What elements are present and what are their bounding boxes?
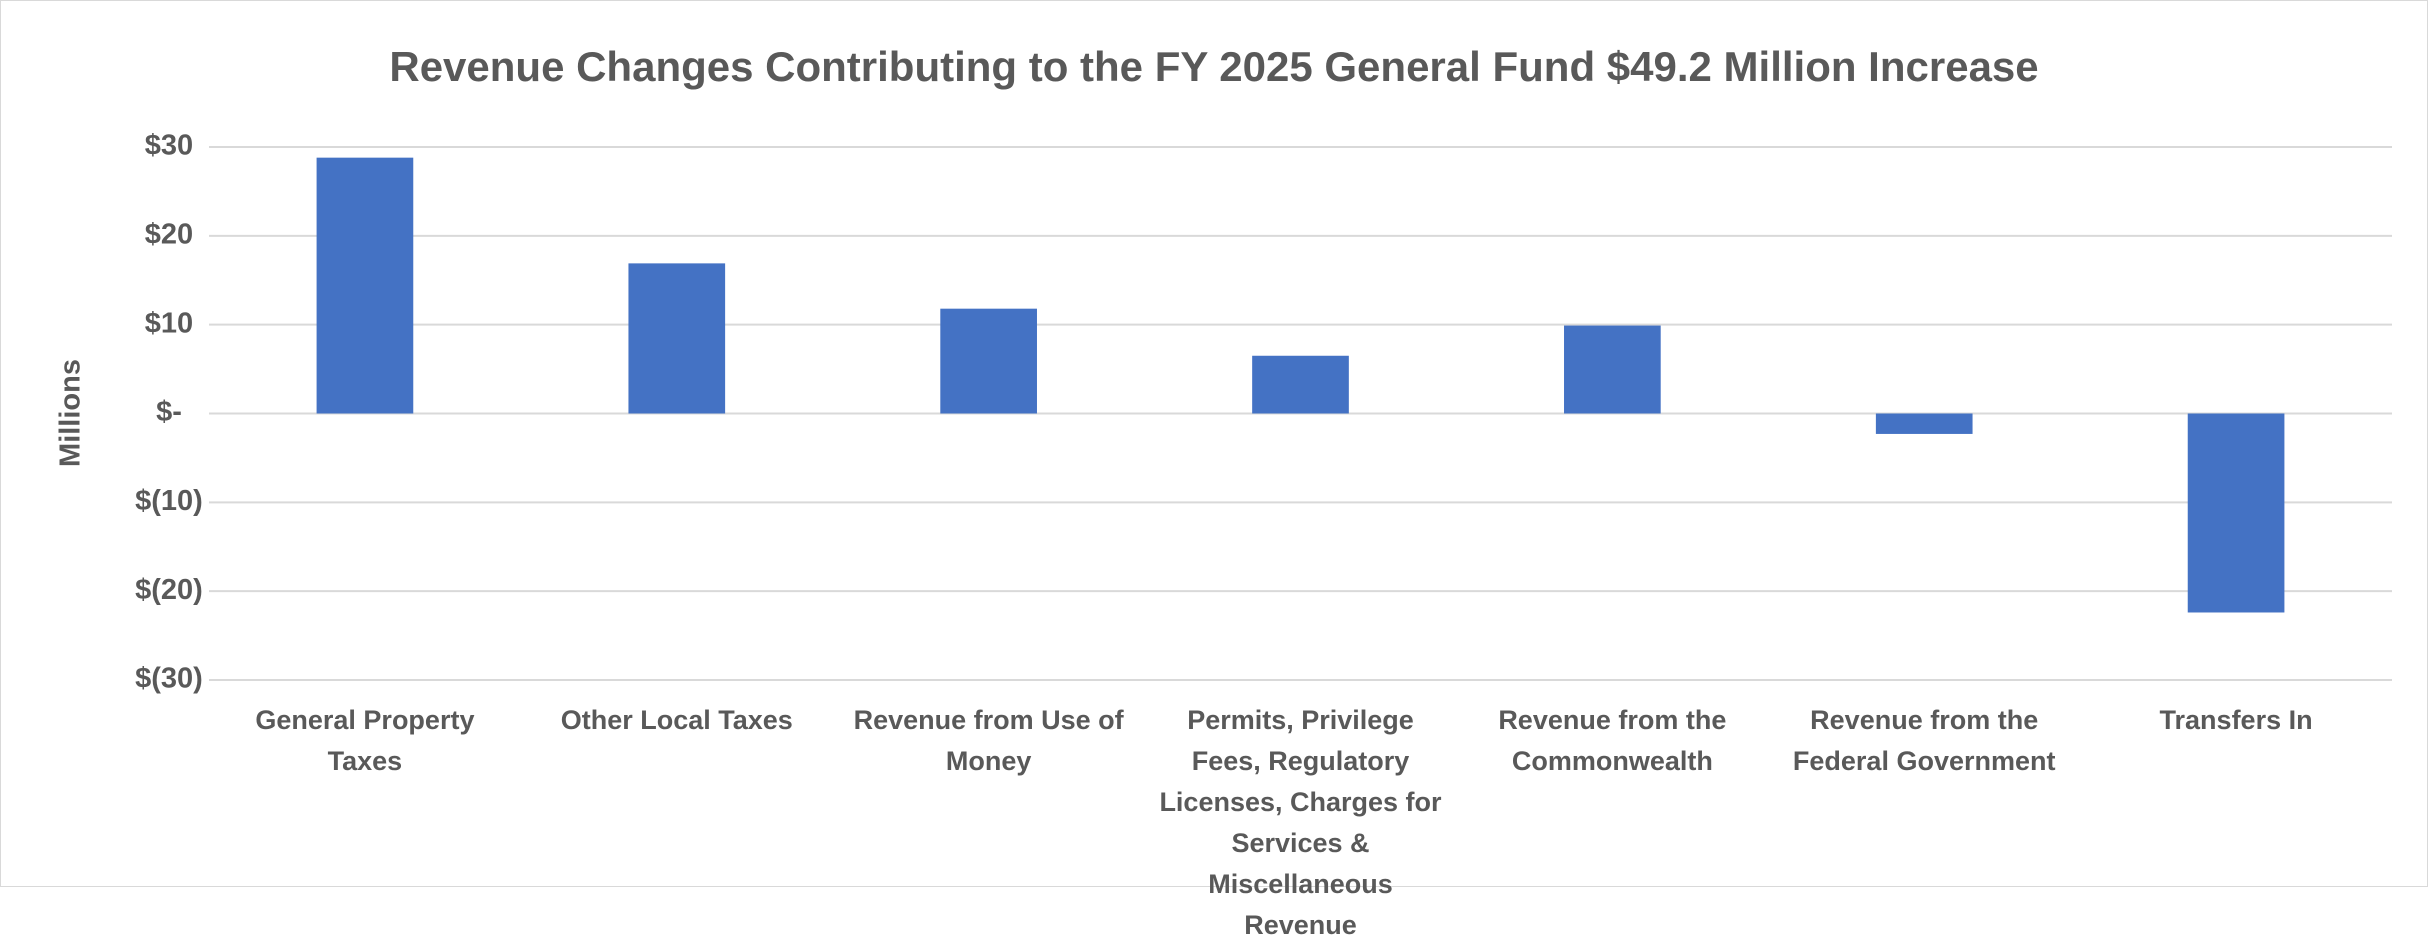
bar <box>628 263 726 414</box>
x-tick-label: Revenue from the Federal Government <box>1792 705 2056 776</box>
bar <box>1875 413 1973 434</box>
y-axis-label: Millions <box>55 359 87 467</box>
y-tick-label: $20 <box>145 218 193 250</box>
x-tick-label: Permits, Privilege Fees, Regulatory Lice… <box>1159 705 1442 940</box>
y-tick-label: $(20) <box>135 574 203 606</box>
x-tick-label: Revenue from Use of Money <box>853 705 1124 776</box>
chart-title: Revenue Changes Contributing to the FY 2… <box>389 43 2038 90</box>
bar <box>1252 355 1349 414</box>
bar <box>316 157 414 414</box>
chart: Revenue Changes Contributing to the FY 2… <box>55 43 2392 695</box>
bar <box>940 308 1037 414</box>
y-tick-label: $10 <box>145 307 193 339</box>
x-tick-label: Revenue from the Commonwealth <box>1498 705 1727 776</box>
bar <box>1564 325 1661 414</box>
x-tick-label: General Property Taxes <box>255 705 475 776</box>
y-tick-label: $- <box>156 396 182 428</box>
bar <box>2187 413 2285 613</box>
x-tick-label: Transfers In <box>2159 705 2313 735</box>
y-tick-label: $30 <box>145 130 193 162</box>
x-tick-label: Other Local Taxes <box>560 705 793 735</box>
y-tick-label: $(10) <box>135 485 203 517</box>
y-tick-label: $(30) <box>135 663 203 695</box>
